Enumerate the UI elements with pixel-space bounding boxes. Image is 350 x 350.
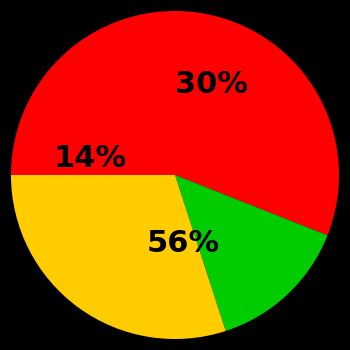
Wedge shape xyxy=(11,175,226,339)
Wedge shape xyxy=(175,175,328,331)
Text: 30%: 30% xyxy=(175,70,247,99)
Wedge shape xyxy=(11,11,339,236)
Text: 14%: 14% xyxy=(53,144,126,173)
Text: 56%: 56% xyxy=(147,229,220,258)
